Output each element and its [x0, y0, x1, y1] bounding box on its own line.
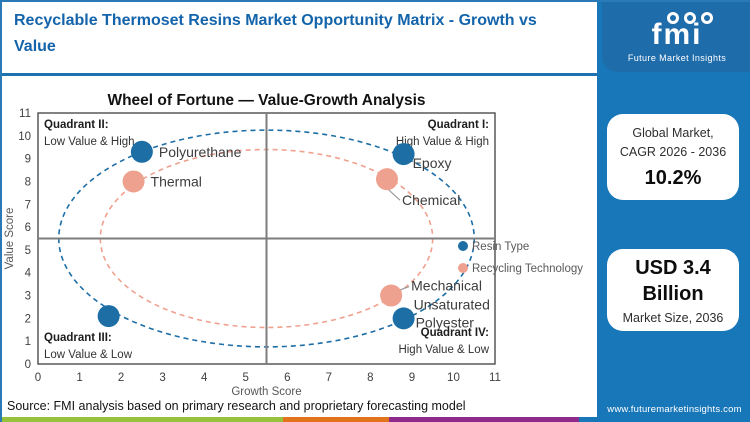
point-label-epoxy: Epoxy [413, 155, 452, 171]
point-label-unsaturated-polyester: Polyester [416, 314, 475, 330]
quadrant-subtitle-top-left: Low Value & High [44, 136, 135, 148]
legend-label-resin-type: Resin Type [472, 241, 529, 253]
market-size-label: Market Size, 2036 [622, 311, 724, 325]
logo-tagline: Future Market Insights [627, 52, 727, 63]
y-axis-tick: 10 [18, 131, 31, 143]
value-growth-matrix-chart: Wheel of Fortune — Value-Growth Analysis… [4, 92, 583, 397]
x-axis-tick: 0 [35, 372, 41, 384]
cagr-value: 10.2% [644, 166, 702, 189]
x-axis-tick: 7 [326, 372, 332, 384]
x-axis-tick: 10 [447, 372, 460, 384]
header-separator [2, 73, 597, 76]
x-axis-tick: 3 [159, 372, 165, 384]
chart-title: Wheel of Fortune — Value-Growth Analysis [107, 92, 425, 109]
quadrant-subtitle-top-right: High Value & High [396, 136, 489, 148]
y-axis-tick: 11 [19, 108, 31, 120]
data-point-unsaturated-polyester [392, 307, 415, 330]
x-axis-tick: 9 [409, 372, 415, 384]
cagr-card: Global Market, CAGR 2026 - 2036 10.2% [607, 114, 739, 200]
quadrant-title-top-left: Quadrant II: [44, 119, 109, 131]
data-point-polyurethane [130, 140, 153, 163]
x-axis-tick: 4 [201, 372, 208, 384]
quadrant-title-top-right: Quadrant I: [428, 119, 489, 131]
quadrant-title-bottom-right: Quadrant IV: [421, 327, 489, 339]
quadrant-subtitle-bottom-right: High Value & Low [398, 344, 489, 356]
y-axis-tick: 1 [25, 336, 31, 348]
point-label-polyurethane: Polyurethane [159, 144, 242, 160]
data-point-mechanical [380, 284, 403, 307]
market-size-value-line1: USD 3.4 [635, 257, 711, 279]
market-size-value-line2: Billion [642, 283, 704, 305]
data-point-chemical [375, 168, 398, 191]
globe-icon [701, 11, 713, 24]
legend-swatch-resin-type [458, 241, 468, 251]
footer-color-bar [2, 417, 750, 422]
quadrant-title-bottom-left: Quadrant III: [44, 332, 112, 344]
label-connector [387, 188, 401, 201]
data-point-point [97, 305, 120, 328]
y-axis-tick: 2 [25, 313, 31, 325]
legend-label-recycling-technology: Recycling Technology [472, 263, 583, 275]
logo-icons [667, 11, 713, 24]
y-axis-tick: 4 [25, 268, 32, 280]
data-point-thermal [122, 170, 145, 193]
footer-bar-blue [579, 417, 750, 422]
x-axis-label: Growth Score [231, 386, 301, 397]
plane-icon [684, 11, 696, 24]
fmi-logo: fmi Future Market Insights [602, 2, 750, 72]
page-title: Recyclable Thermoset Resins Market Oppor… [14, 12, 537, 56]
point-label-thermal: Thermal [151, 173, 202, 189]
x-axis-tick: 8 [367, 372, 373, 384]
point-label-chemical: Chemical [402, 192, 460, 208]
website-url: www.futuremarketinsights.com [607, 404, 742, 415]
logo-text: fmi [651, 17, 703, 51]
y-axis-tick: 8 [25, 176, 31, 188]
y-axis-tick: 0 [25, 359, 31, 371]
x-axis-tick: 1 [76, 372, 82, 384]
market-size-card: USD 3.4 Billion Market Size, 2036 [607, 249, 739, 331]
y-axis-tick: 5 [25, 245, 31, 257]
legend-swatch-recycling-technology [458, 263, 468, 273]
x-axis-tick: 6 [284, 372, 290, 384]
footer-bar-green [2, 417, 283, 422]
side-panel: fmi Future Market Insights Global Market… [597, 2, 750, 422]
x-axis-tick: 5 [243, 372, 249, 384]
point-label-mechanical: Mechanical [411, 278, 482, 294]
x-axis-tick: 11 [489, 372, 501, 384]
y-axis-label: Value Score [4, 208, 16, 270]
cagr-card-line2: CAGR 2026 - 2036 [619, 145, 727, 159]
y-axis-tick: 6 [25, 222, 31, 234]
cagr-card-line1: Global Market, [632, 126, 714, 141]
footer-bar-purple [389, 417, 579, 422]
point-label-unsaturated-polyester: Unsaturated [414, 296, 490, 312]
quadrant-subtitle-bottom-left: Low Value & Low [44, 349, 133, 361]
source-note: Source: FMI analysis based on primary re… [7, 399, 466, 413]
y-axis-tick: 3 [25, 291, 31, 303]
y-axis-tick: 7 [25, 199, 31, 211]
x-axis-tick: 2 [118, 372, 124, 384]
footer-bar-orange [283, 417, 389, 422]
y-axis-tick: 9 [25, 154, 31, 166]
handshake-icon [667, 11, 679, 24]
data-point-epoxy [392, 143, 415, 166]
